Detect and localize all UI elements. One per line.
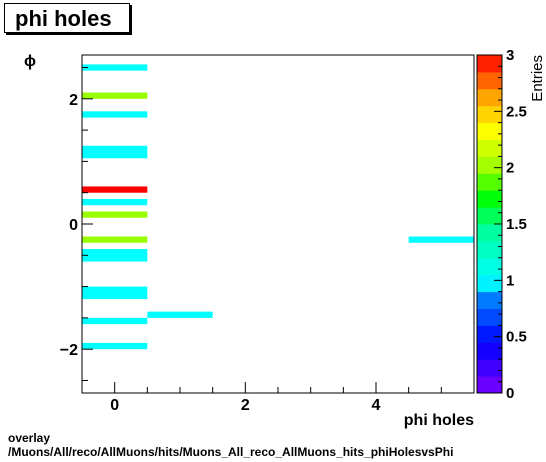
- color-scale-tick-label: 3: [506, 47, 514, 64]
- caption-line-2: /Muons/All/reco/AllMuons/hits/Muons_All_…: [8, 445, 454, 459]
- heatmap-cell: [82, 286, 148, 300]
- color-scale-band: [477, 71, 502, 90]
- y-tick-label: 2: [69, 92, 78, 109]
- color-scale-band: [477, 207, 502, 225]
- x-tick-label: 0: [110, 397, 119, 414]
- chart-title: phi holes: [4, 3, 130, 33]
- color-scale-band: [477, 139, 502, 157]
- color-scale-tick-label: 1.5: [506, 216, 527, 233]
- heatmap-cell: [82, 198, 148, 206]
- color-scale-label: Entries: [529, 55, 546, 102]
- y-tick-label: −2: [60, 342, 78, 359]
- color-scale-band: [477, 359, 502, 377]
- color-scale-tick-label: 0: [506, 385, 514, 402]
- heatmap-cell: [82, 64, 148, 71]
- heatmap-cell: [408, 236, 474, 243]
- color-scale-band: [477, 190, 502, 208]
- x-axis-label: phi holes: [404, 412, 474, 429]
- color-scale-tick-label: 0.5: [506, 329, 527, 346]
- heatmap-cell: [82, 111, 148, 118]
- heatmap-cell: [147, 311, 213, 318]
- plot-frame: [81, 54, 475, 394]
- color-scale-band: [477, 325, 502, 343]
- color-scale-band: [477, 156, 502, 174]
- heatmap-cell: [82, 317, 148, 325]
- heatmap-cell: [82, 342, 148, 350]
- heatmap-cell: [82, 236, 148, 243]
- y-axis: −2 0 2: [60, 67, 93, 381]
- y-tick-label: 0: [69, 217, 78, 234]
- x-tick-label: 4: [372, 397, 381, 414]
- color-scale-band: [477, 173, 502, 191]
- color-scale-band: [477, 240, 502, 259]
- color-scale-tick-label: 1: [506, 272, 514, 289]
- color-scale-band: [477, 308, 502, 326]
- heatmap-cells: [82, 64, 474, 350]
- color-scale-band: [477, 55, 502, 73]
- color-scale-tick-label: 2: [506, 160, 514, 177]
- color-scale-band: [477, 257, 502, 276]
- color-scale-band: [477, 224, 502, 242]
- heatmap-cell: [82, 92, 148, 99]
- color-scale-tick-label: 2.5: [506, 103, 527, 120]
- color-scale-band: [477, 291, 502, 309]
- caption-line-1: overlay: [8, 431, 51, 445]
- color-scale-band: [477, 122, 502, 140]
- x-tick-label: 2: [241, 397, 250, 414]
- color-scale-band: [477, 342, 502, 360]
- heatmap-cell: [82, 145, 148, 159]
- x-axis: 0 2 4: [110, 382, 442, 414]
- color-scale-band: [477, 88, 502, 107]
- color-scale-band: [477, 105, 502, 124]
- heatmap-cell: [82, 249, 148, 262]
- color-scale-band: [477, 376, 502, 394]
- heatmap-cell: [82, 211, 148, 218]
- y-axis-label: ϕ: [24, 53, 36, 70]
- heatmap-cell: [82, 186, 148, 193]
- color-scale: 0 0.5 1 1.5 2 2.5 3: [476, 47, 527, 402]
- color-scale-band: [477, 274, 502, 293]
